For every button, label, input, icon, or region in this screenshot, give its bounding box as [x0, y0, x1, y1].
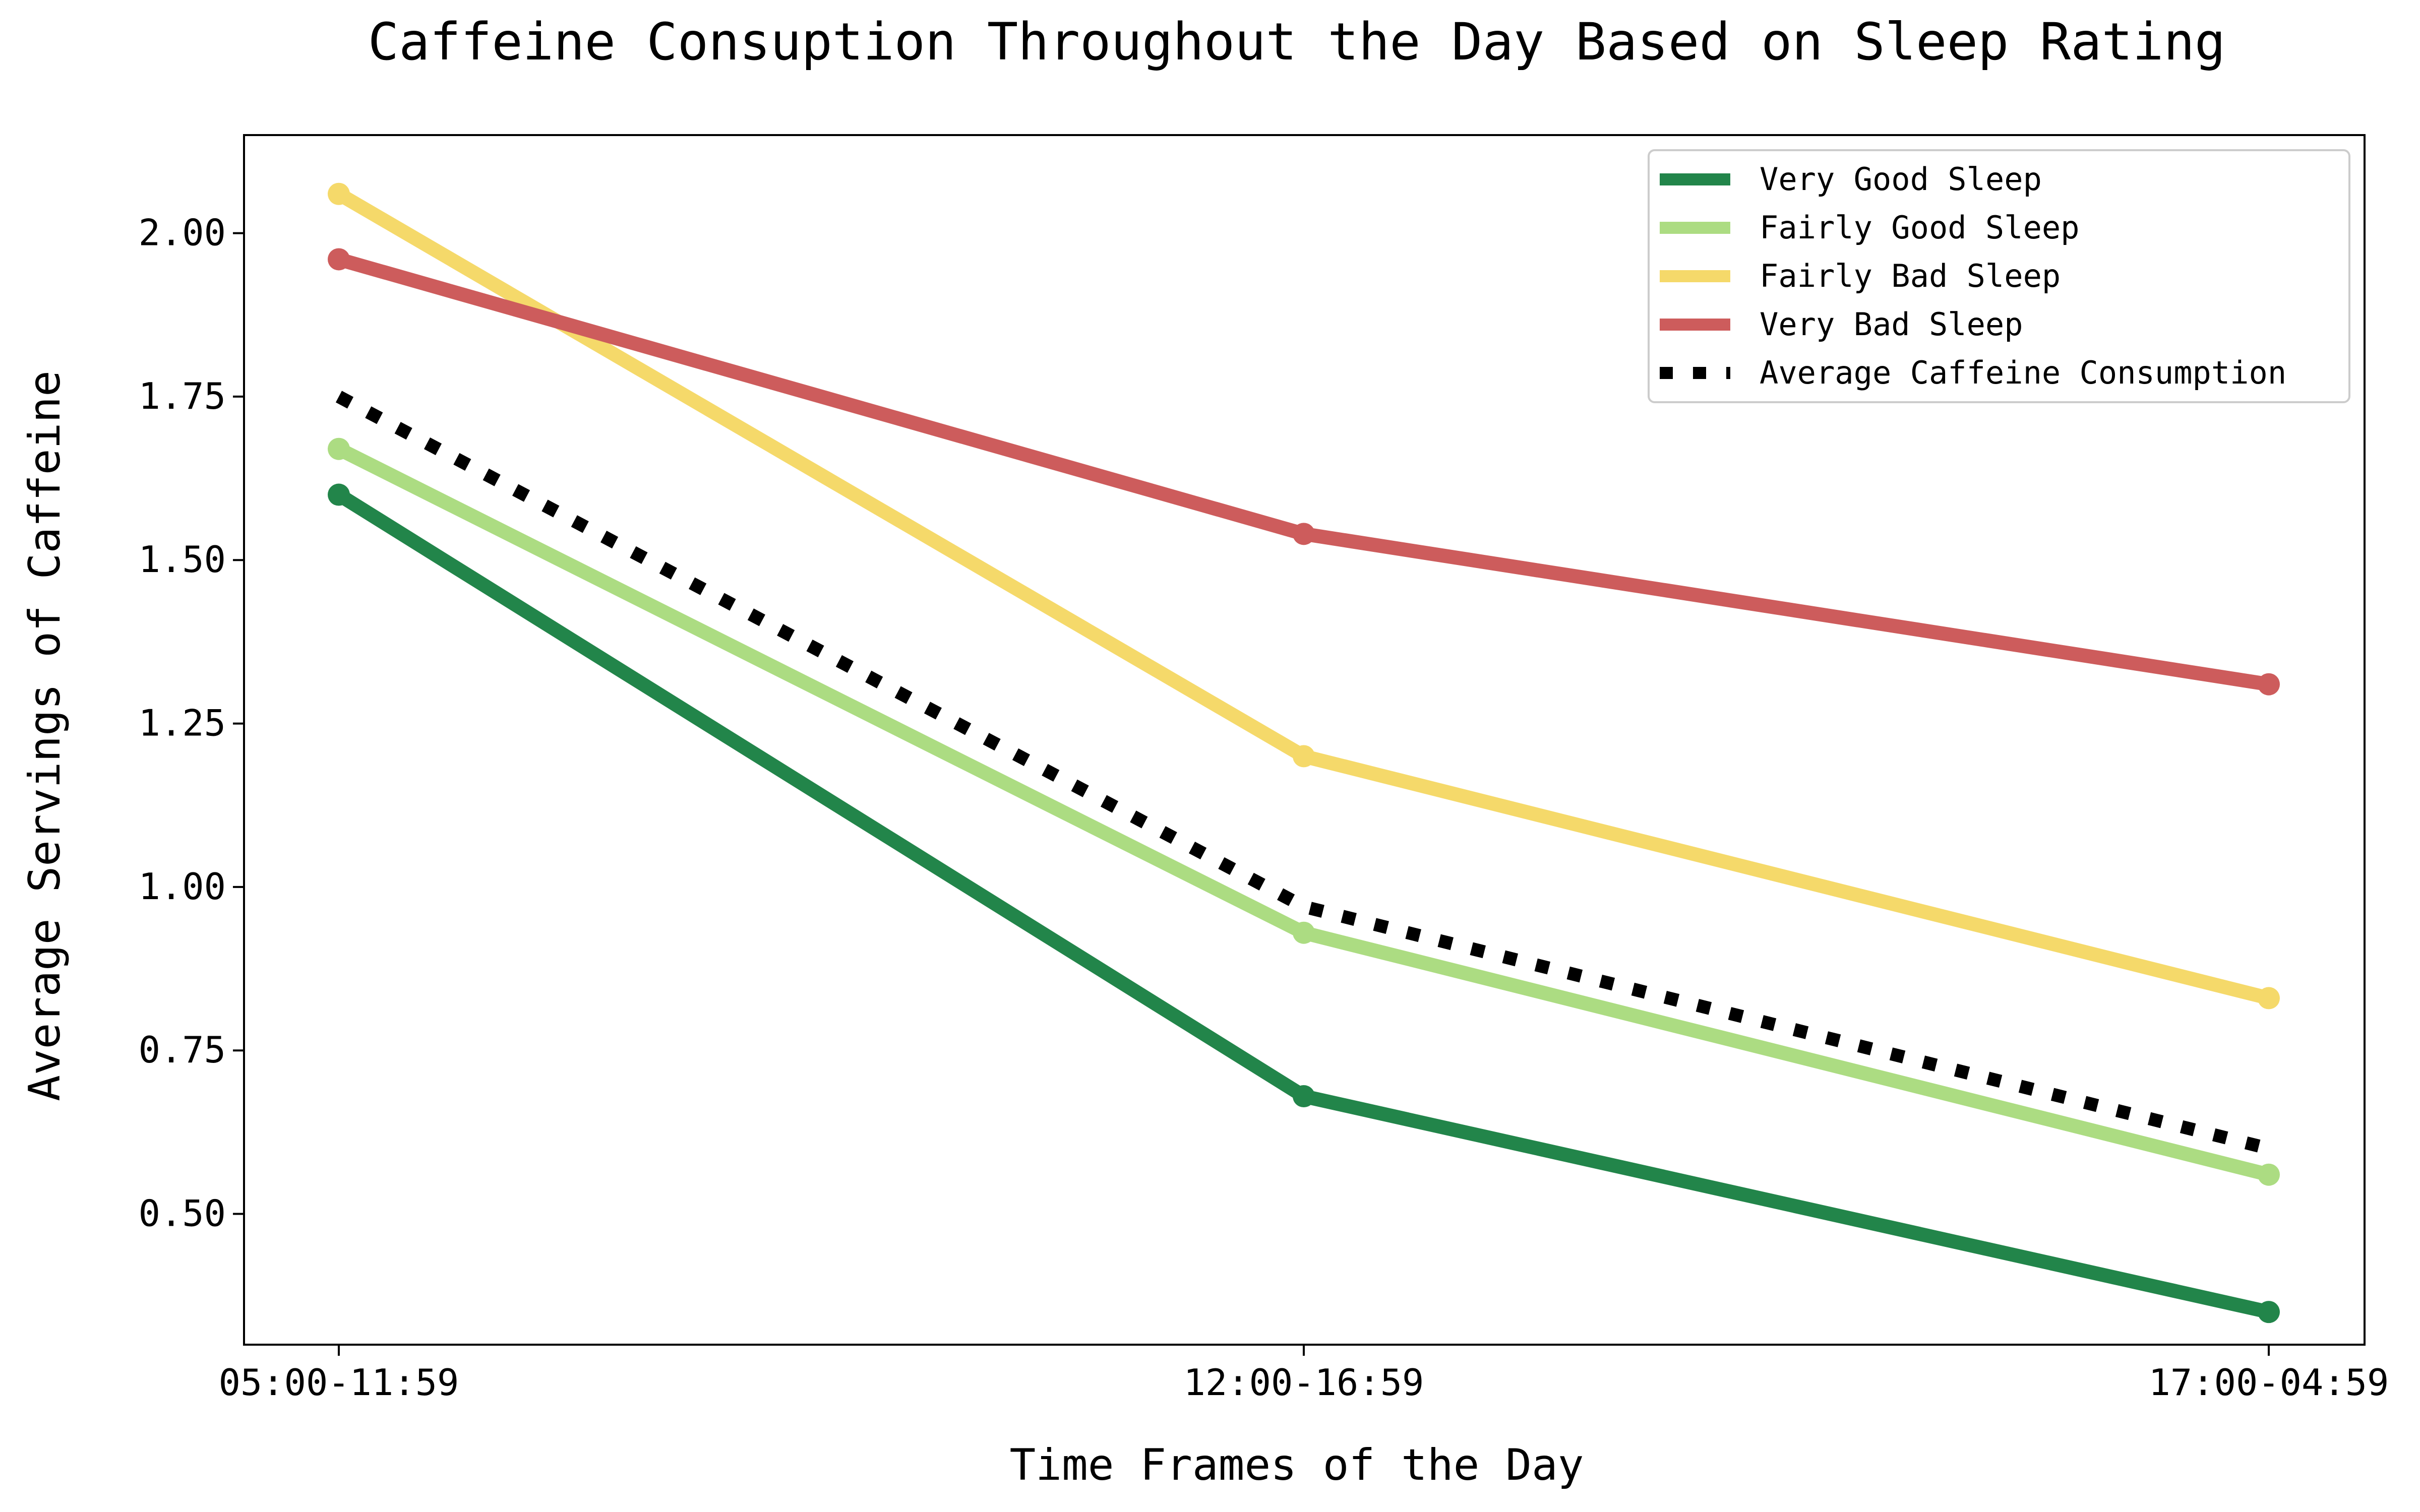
legend-box: [1648, 149, 2350, 403]
legend-label-fairly-bad-sleep: Fairly Bad Sleep: [1760, 258, 2061, 294]
x-axis-label: Time Frames of the Day: [1009, 1440, 1584, 1490]
y-tick-label: 1.00: [139, 865, 226, 908]
x-tick-label: 05:00-11:59: [219, 1361, 459, 1404]
y-tick-label: 0.50: [139, 1192, 226, 1235]
y-tick-label: 2.00: [139, 212, 226, 254]
series-very-good-sleep: [328, 483, 2280, 1324]
legend-label-very-bad-sleep: Very Bad Sleep: [1760, 306, 2023, 343]
series-average-caffeine-consumption: [335, 391, 2271, 1155]
series-line-average-caffeine-consumption: [335, 391, 2271, 1155]
legend: Very Good Sleep Fairly Good Sleep Fairly B…: [1648, 149, 2350, 403]
legend-label-very-good-sleep: Very Good Sleep: [1760, 161, 2042, 198]
x-tick-label: 12:00-16:59: [1184, 1361, 1424, 1404]
data-point-very-good-sleep: [328, 483, 350, 506]
plot-area: 0.50 0.75 1.00 1.25 1.50 1.75 2.00 05:00-11:59 1…: [139, 134, 2389, 1404]
y-tick-label: 0.75: [139, 1029, 226, 1071]
legend-label-average-caffeine-consumption: Average Caffeine Consumption: [1760, 354, 2286, 391]
x-tick-label: 17:00-04:59: [2149, 1361, 2389, 1404]
legend-label-fairly-good-sleep: Fairly Good Sleep: [1760, 209, 2080, 246]
y-tick-label: 1.75: [139, 375, 226, 417]
data-point-very-bad-sleep: [328, 248, 350, 271]
data-point-very-bad-sleep: [1293, 523, 1315, 545]
data-point-very-good-sleep: [1293, 1085, 1315, 1108]
data-point-fairly-good-sleep: [328, 437, 350, 460]
data-point-fairly-good-sleep: [1293, 921, 1315, 944]
data-point-fairly-bad-sleep: [328, 182, 350, 205]
y-tick-label: 1.25: [139, 702, 226, 744]
series-very-bad-sleep: [328, 248, 2280, 696]
y-tick-label: 1.50: [139, 538, 226, 581]
data-point-fairly-bad-sleep: [1293, 745, 1315, 768]
series-fairly-good-sleep: [328, 437, 2280, 1186]
series-line-fairly-good-sleep: [335, 443, 2271, 1182]
data-point-fairly-good-sleep: [2258, 1163, 2280, 1186]
data-point-very-good-sleep: [2258, 1301, 2280, 1324]
chart-title: Caffeine Consuption Throughout the Day B…: [368, 12, 2226, 72]
series-fairly-bad-sleep: [328, 182, 2280, 1010]
data-point-fairly-bad-sleep: [2258, 987, 2280, 1010]
series-line-very-good-sleep: [335, 488, 2271, 1319]
y-axis-label: Average Servings of Caffeine: [20, 370, 70, 1101]
data-point-very-bad-sleep: [2258, 673, 2280, 696]
